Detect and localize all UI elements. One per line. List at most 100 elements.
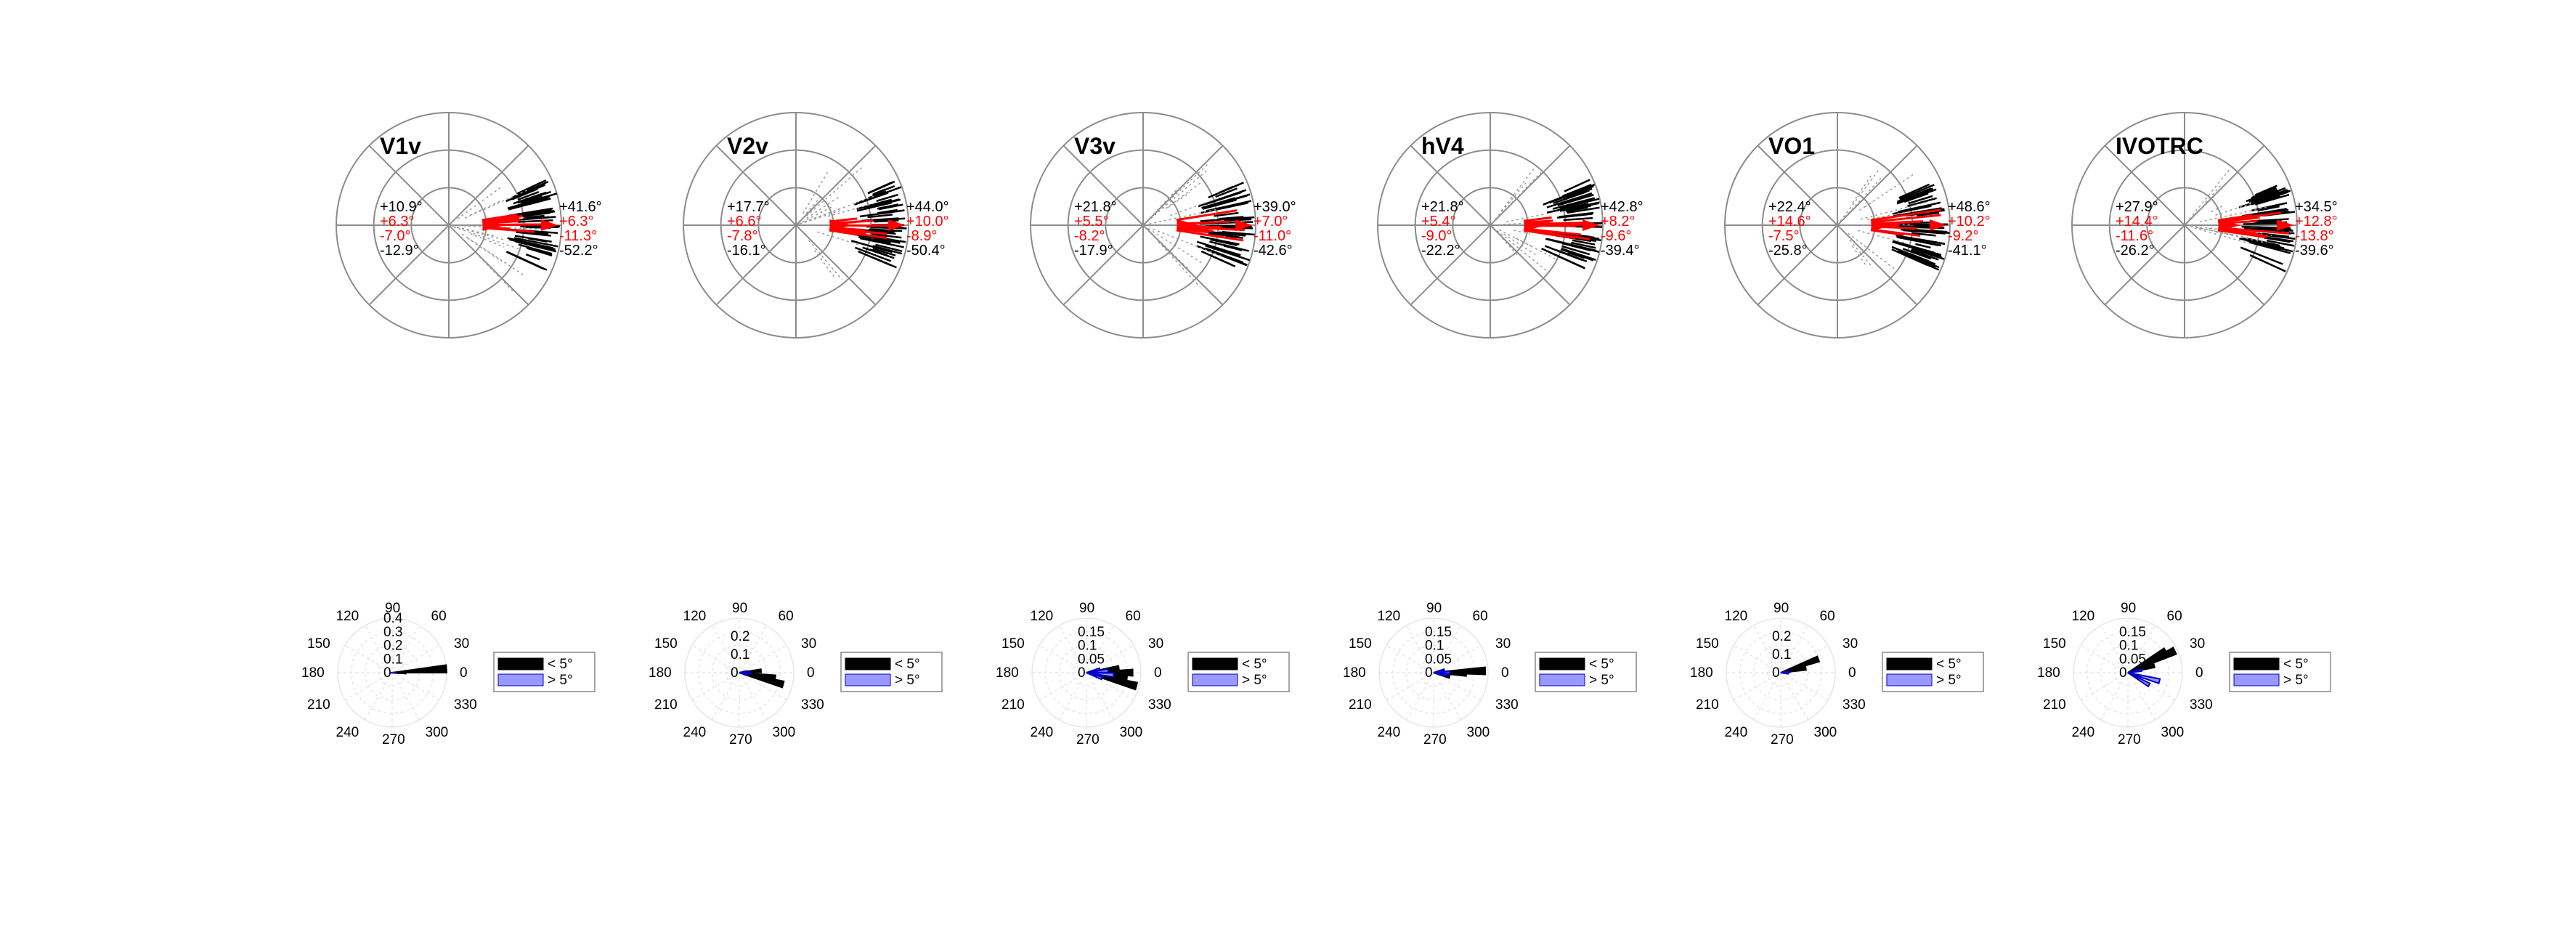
pRF-vector-dotted [808,240,843,280]
pRF-vector-outer [513,197,549,208]
red-vector [1176,229,1244,242]
legend-swatch-outer [497,657,544,670]
left-max-label: +21.8° [1074,199,1117,215]
pRF-vector-outer [1546,192,1593,208]
pRF-vector-outer [1564,185,1594,198]
pRF-vector-dotted [2211,206,2223,213]
top-polar-panel-V3v [1030,112,1256,339]
legend-swatch-outer [2233,657,2280,670]
pRF-vector-outer [2257,205,2280,212]
left-min-label: -26.2° [2116,243,2155,259]
pRF-vector-outer [864,198,900,209]
angle-tick-label: 0 [1154,665,1162,681]
rose-bar-inner [2127,672,2151,688]
angle-tick-label: 60 [1473,609,1488,624]
legend-swatch-inner [1539,673,1585,686]
pRF-vector-outer [2245,239,2282,250]
pRF-vector-dotted [802,169,830,214]
radius-tick-label: 0.15 [1425,625,1452,640]
angle-tick-label: 300 [1814,725,1837,740]
pRF-vector-outer [1567,251,1585,259]
angle-tick-label: 120 [2072,609,2095,624]
red-vector [1524,227,1582,236]
right-red-min-label: -8.9° [906,228,937,244]
right-min-label: -41.1° [1948,243,1987,259]
right-max-label: +42.8° [1601,199,1643,215]
rose-plot-3 [1031,617,1290,728]
pRF-vector-outer [2249,254,2286,272]
pRF-vector-outer [875,243,903,253]
left-max-label: +10.9° [380,199,423,215]
pRF-vector-dotted [2194,227,2249,244]
angle-tick-label: 0 [1848,665,1856,681]
legend-swatch-outer [1192,657,1238,670]
pRF-vector-outer [1559,202,1599,212]
angle-tick-label: 30 [1842,636,1858,652]
red-vector [829,229,859,236]
pRF-vector-outer [1553,191,1585,204]
radius-tick-label: 0 [731,665,739,681]
angle-tick-label: 90 [385,601,400,616]
rose-bar-outer [391,664,448,673]
angle-tick-label: 270 [729,732,752,747]
right-red-min-label: -11.0° [1254,228,1291,244]
pRF-vector-outer [2251,227,2280,232]
pRF-vector-outer [1918,238,1946,245]
right-red-max-label: +6.3° [559,214,593,230]
left-red-min-label: -11.6° [2116,228,2153,244]
red-vector [1870,214,1903,222]
grid-spoke [2104,145,2265,306]
pRF-vector-dotted [1168,192,1190,208]
angle-tick-label: 120 [1031,609,1054,624]
angle-tick-label: 90 [732,601,747,616]
pRF-vector-dotted [464,190,528,219]
pRF-vector-outer [1915,243,1931,249]
pRF-vector-outer [1893,240,1935,254]
pRF-vector-dotted [467,238,503,262]
rose-plot-5 [1726,617,1984,728]
angle-tick-label: 60 [1126,609,1141,624]
pRF-vector-outer [1544,245,1582,262]
pRF-vector-outer [529,198,550,205]
angle-tick-label: 120 [1725,609,1748,624]
pRF-vector-outer [1210,238,1238,246]
pRF-vector-outer [1907,197,1937,207]
pRF-vector-outer [867,214,893,219]
legend-swatch-outer [845,657,891,670]
pRF-vector-outer [867,180,895,195]
pRF-vector-outer [1891,248,1928,267]
angle-tick-label: 270 [382,732,405,747]
right-red-min-label: -11.3° [559,228,597,244]
angle-tick-label: 0 [1501,665,1509,681]
panel-title: V1v [380,133,421,159]
left-red-max-label: +5.5° [1074,214,1108,230]
red-arrowhead [2218,219,2241,231]
pRF-vector-outer [526,247,553,256]
angle-tick-label: 180 [996,665,1019,681]
angle-tick-label: 150 [307,636,330,652]
angle-tick-label: 240 [683,725,707,740]
pRF-vector-dotted [806,196,840,219]
angle-tick-label: 210 [654,697,678,713]
radius-tick-label: 0 [1078,665,1086,681]
grid-spoke [1410,145,1571,306]
angle-tick-label: 300 [1467,725,1490,740]
pRF-vector-outer [1196,240,1241,256]
radius-tick-label: 0.15 [1078,625,1105,640]
angle-tick-label: 90 [1079,601,1094,616]
pRF-vector-outer [1200,202,1247,214]
red-vector [2217,214,2267,222]
pRF-vector-dotted [1840,167,1881,222]
right-red-min-label: -9.6° [1601,228,1631,244]
pRF-vector-dotted [452,225,495,237]
right-red-max-label: +7.0° [1254,214,1288,230]
rose-plot-4 [1378,617,1637,728]
pRF-vector-outer [2251,187,2277,199]
pRF-vector-outer [1906,187,1934,200]
pRF-vector-outer [516,231,551,237]
panel-title: V3v [1074,133,1116,159]
top-polar-panel-hV4 [1377,112,1604,339]
pRF-vector-outer [529,216,550,220]
rose-bar-inner [739,672,749,676]
pRF-vector-outer [1570,241,1596,249]
